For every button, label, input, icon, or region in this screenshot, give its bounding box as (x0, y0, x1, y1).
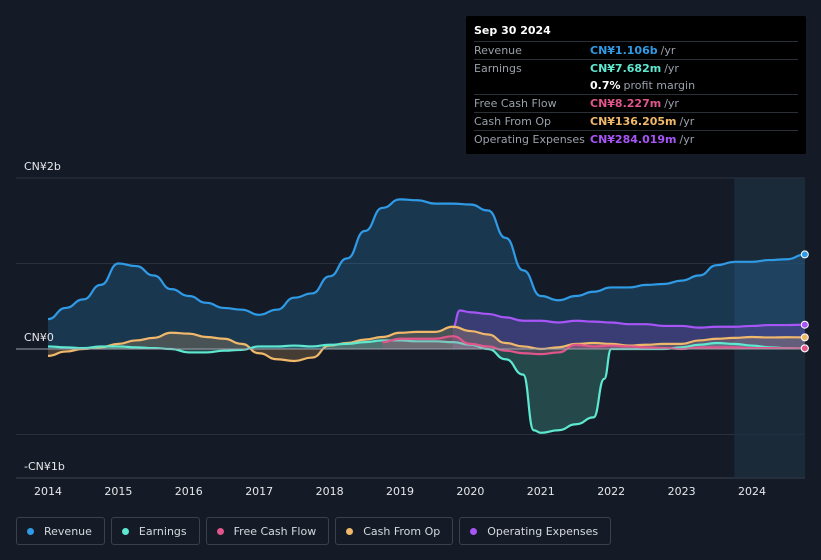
grid-layer (16, 177, 805, 479)
revenue-end-point (800, 250, 809, 259)
x-tick-label: 2022 (597, 485, 625, 498)
forecast-region (734, 178, 805, 478)
tooltip-row-fcf: Free Cash Flow CN¥8.227m /yr (474, 94, 798, 112)
end-markers (800, 250, 809, 353)
tooltip-value: CN¥1.106b (590, 44, 658, 57)
tooltip-label: Operating Expenses (474, 133, 585, 146)
x-tick-label: 2018 (316, 485, 344, 498)
tooltip-unit: /yr (679, 115, 695, 128)
earnings-dot-icon (121, 527, 129, 535)
tooltip-label: Free Cash Flow (474, 97, 557, 110)
free-cash-flow-end-point (800, 344, 809, 353)
tooltip-value: CN¥136.205m (590, 115, 677, 128)
tooltip-unit: /yr (679, 133, 695, 146)
earnings-line (47, 339, 805, 434)
legend-label: Operating Expenses (487, 524, 599, 538)
x-tick-label: 2019 (386, 485, 414, 498)
cash-from-op-end-point (800, 333, 809, 342)
cash-from-op-dot-icon (346, 527, 354, 535)
legend-item-operating-expenses[interactable]: Operating Expenses (459, 517, 612, 545)
x-tick-label: 2015 (104, 485, 132, 498)
operating-expenses-end-point (800, 320, 809, 329)
legend-item-cash-from-op[interactable]: Cash From Op (335, 517, 454, 545)
revenue-area (48, 199, 805, 349)
operating-expenses-dot-icon (470, 527, 478, 535)
earnings-area (48, 340, 805, 433)
free-cash-flow-dot-icon (216, 527, 224, 535)
tooltip-unit: /yr (660, 44, 676, 57)
x-tick-label: 2021 (527, 485, 555, 498)
legend-label: Revenue (44, 524, 92, 538)
free-cash-flow-area (382, 336, 805, 355)
operating-expenses-line (452, 309, 805, 329)
tooltip-value: CN¥7.682m (590, 62, 662, 75)
data-tooltip: Sep 30 2024 Revenue CN¥1.106b /yr Earnin… (466, 16, 806, 154)
tooltip-value: CN¥8.227m (590, 97, 662, 110)
tooltip-unit: /yr (664, 62, 679, 75)
y-tick-label: -CN¥1b (24, 460, 65, 473)
legend-item-earnings[interactable]: Earnings (110, 517, 200, 545)
tooltip-value: 0.7% (590, 79, 621, 92)
tooltip-label: Earnings (474, 62, 522, 75)
forecast-shade (734, 178, 805, 478)
legend-label: Cash From Op (363, 524, 441, 538)
tooltip-row-revenue: Revenue CN¥1.106b /yr (474, 41, 798, 59)
legend-label: Free Cash Flow (233, 524, 317, 538)
x-tick-label: 2017 (245, 485, 273, 498)
x-tick-label: 2024 (738, 485, 766, 498)
tooltip-unit: profit margin (623, 79, 696, 92)
free-cash-flow-line (382, 335, 805, 356)
legend-item-revenue[interactable]: Revenue (16, 517, 105, 545)
legend-label: Earnings (138, 524, 187, 538)
axis-layer: CN¥2b CN¥0 -CN¥1b 2014 2015 2016 2017 2018 2019 2… (24, 160, 766, 498)
y-tick-label: CN¥0 (24, 331, 54, 344)
x-tick-label: 2023 (668, 485, 696, 498)
cash-from-op-line (47, 325, 805, 363)
cash-from-op-area (48, 326, 805, 361)
tooltip-label: Revenue (474, 44, 522, 57)
series-layer (47, 198, 805, 434)
legend-item-free-cash-flow[interactable]: Free Cash Flow (205, 517, 330, 545)
tooltip-row-cfo: Cash From Op CN¥136.205m /yr (474, 112, 798, 130)
x-tick-label: 2014 (34, 485, 62, 498)
revenue-line (47, 198, 805, 321)
tooltip-row-opex: Operating Expenses CN¥284.019m /yr (474, 130, 798, 148)
revenue-dot-icon (27, 527, 34, 535)
tooltip-row-earnings: Earnings CN¥7.682m /yr (474, 59, 798, 77)
tooltip-row-margin: 0.7% profit margin (474, 77, 798, 94)
x-tick-label: 2020 (456, 485, 484, 498)
tooltip-date: Sep 30 2024 (474, 24, 551, 37)
tooltip-label: Cash From Op (474, 115, 552, 128)
tooltip-label (474, 77, 590, 94)
x-tick-label: 2016 (175, 485, 203, 498)
tooltip-unit: /yr (664, 97, 679, 110)
chart-legend: Revenue Earnings Free Cash Flow Cash Fro… (16, 517, 612, 545)
tooltip-value: CN¥284.019m (590, 133, 677, 146)
y-tick-label: CN¥2b (24, 160, 61, 173)
